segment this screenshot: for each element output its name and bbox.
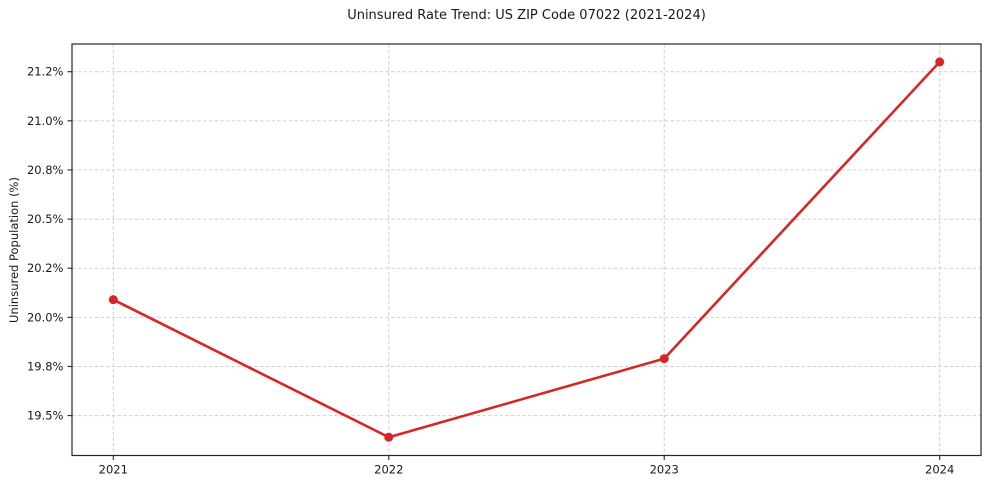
x-tick-label: 2023	[650, 463, 679, 477]
y-tick-label: 20.2%	[27, 261, 64, 275]
trend-line	[112, 60, 941, 439]
y-tick-label: 21.0%	[27, 114, 64, 128]
data-point	[659, 354, 669, 364]
x-tick-label: 2024	[925, 463, 954, 477]
y-tick-label: 20.5%	[27, 212, 64, 226]
y-tick-label: 19.8%	[27, 359, 64, 373]
axes-border	[71, 43, 982, 457]
chart-title: Uninsured Rate Trend: US ZIP Code 07022 …	[347, 8, 706, 23]
y-tick-label: 20.8%	[27, 163, 64, 177]
y-tick-label: 21.2%	[27, 65, 64, 79]
data-point	[384, 432, 394, 442]
x-tick-label: 2022	[374, 463, 403, 477]
data-point	[935, 57, 945, 67]
y-tick-label: 20.0%	[27, 310, 64, 324]
x-tick-label: 2021	[99, 463, 128, 477]
y-tick-label: 19.5%	[27, 409, 64, 423]
data-point	[108, 295, 118, 305]
